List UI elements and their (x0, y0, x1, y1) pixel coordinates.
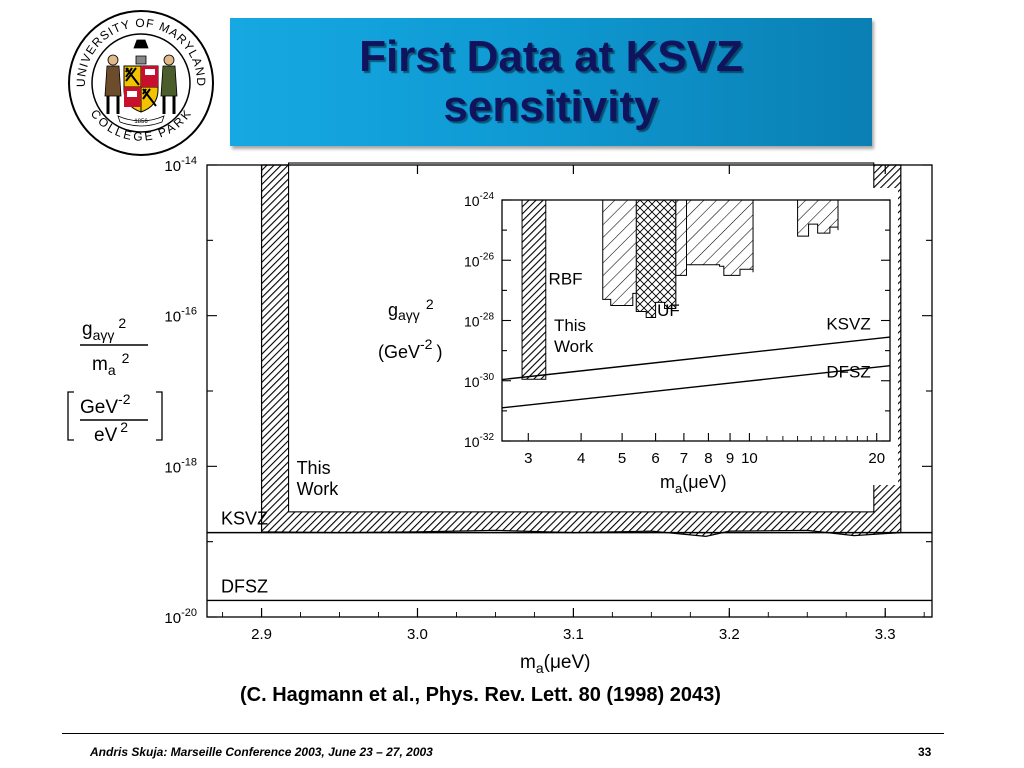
main-x-tick-label: 3.1 (563, 626, 584, 643)
citation-text: (C. Hagmann et al., Phys. Rev. Lett. 80 … (240, 684, 721, 706)
svg-text:gaγγ2: gaγγ2 (82, 315, 126, 343)
inset-y-tick-label: 10-30 (464, 372, 494, 390)
inset-region-rbf (686, 199, 754, 276)
svg-text:ma2: ma2 (92, 350, 130, 378)
inset-y-tick-label: 10-26 (464, 251, 494, 269)
inset-x-tick-label: 10 (741, 450, 758, 467)
inset-region-this-work (521, 199, 547, 380)
main-y-axis-label: gaγγ2 ma2 GeV-2 eV 2 (67, 315, 163, 446)
main-this-work-label: This Work (297, 458, 340, 499)
svg-text:(GeV-2): (GeV-2) (378, 336, 442, 362)
seal-figures-icon (104, 39, 178, 114)
main-x-tick-label: 3.0 (407, 626, 428, 643)
inset-region-rbf (602, 199, 641, 306)
slide-number: 33 (918, 745, 932, 759)
inset-dfsz-label: DFSZ (826, 363, 870, 382)
inset-ksvz-line (501, 336, 891, 381)
title-banner: First Data at KSVZ sensitivity (230, 18, 872, 146)
inset-x-tick-label: 8 (704, 450, 712, 467)
inset-y-tick-label: 10-24 (464, 191, 494, 209)
main-x-tick-label: 3.2 (719, 626, 740, 643)
inset-y-tick-label: 10-28 (464, 312, 494, 330)
footer-text: Andris Skuja: Marseille Conference 2003,… (90, 745, 433, 759)
inset-x-tick-label: 20 (868, 450, 885, 467)
university-seal-icon: UNIVERSITY OF MARYLAND COLLEGE PARK 1856 (68, 10, 214, 156)
main-y-tick-label: 10-20 (164, 607, 197, 627)
svg-text:gaγγ2: gaγγ2 (388, 296, 434, 323)
inset-x-tick-label: 3 (524, 450, 532, 467)
main-y-tick-label: 10-18 (164, 456, 197, 476)
slide-title-line2: sensitivity (443, 82, 659, 131)
slide-title-line1: First Data at KSVZ (359, 32, 743, 81)
inset-this-work-label: This Work (554, 316, 594, 356)
inset-rbf-label: RBF (549, 269, 583, 288)
inset-x-tick-label: 4 (577, 450, 585, 467)
inset-uf-label: UF (657, 301, 680, 320)
inset-x-tick-label: 9 (726, 450, 734, 467)
seal-ribbon-text: 1856 (134, 119, 148, 125)
main-x-tick-label: 3.3 (875, 626, 896, 643)
svg-text:GeV-2: GeV-2 (80, 391, 131, 418)
footer-divider (62, 733, 944, 734)
inset-y-axis-label: gaγγ2 (GeV-2) (378, 296, 442, 362)
main-ksvz-label: KSVZ (221, 509, 268, 529)
main-x-tick-label: 2.9 (251, 626, 272, 643)
main-y-tick-label: 10-14 (164, 155, 197, 175)
inset-x-tick-label: 7 (680, 450, 688, 467)
inset-x-axis-label: ma(μeV) (660, 472, 727, 496)
inset-ksvz-label: KSVZ (826, 315, 870, 334)
inset-y-tick-label: 10-32 (464, 432, 494, 450)
inset-region-uf (635, 199, 677, 318)
main-x-axis-label: ma(μeV) (520, 652, 590, 676)
svg-text:eV2: eV 2 (94, 419, 128, 446)
inset-dfsz-line (501, 364, 891, 409)
inset-region-rbf (797, 199, 839, 237)
main-y-tick-label: 10-16 (164, 306, 197, 326)
main-dfsz-label: DFSZ (221, 576, 268, 596)
exclusion-plot: KSVZ DFSZ 2.9 3.0 3.1 3.2 3.3 10-14 10-16 10-18 1… (67, 155, 933, 676)
maryland-shield-icon (123, 65, 159, 113)
inset-x-tick-label: 6 (651, 450, 659, 467)
inset-region-rbf (675, 199, 688, 276)
inset-x-tick-label: 5 (618, 450, 626, 467)
